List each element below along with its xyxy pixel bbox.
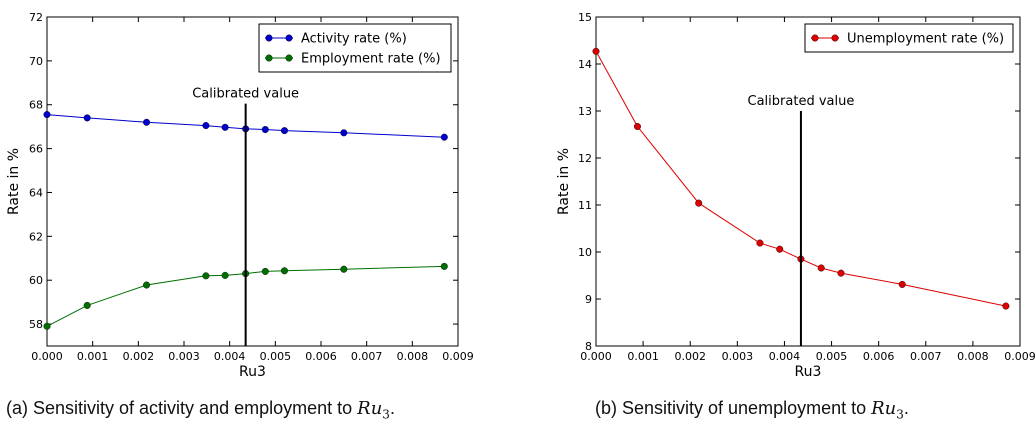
- b-xtick-label: 0.008: [957, 350, 989, 363]
- a-legend-marker-0: [285, 34, 293, 42]
- b-legend-marker-0: [831, 34, 839, 42]
- a-xtick-label: 0.005: [260, 350, 292, 363]
- a-series-1-point: [83, 301, 91, 309]
- b-legend-label-0: Unemployment rate (%): [847, 32, 1004, 47]
- panel-b-chart: 0.000 0.001 0.002 0.003 0.004 0.005 0.006 0.007…: [556, 11, 1036, 380]
- b-ytick-label: 14: [578, 58, 592, 71]
- b-plot-frame: [595, 16, 1021, 347]
- a-xtick-label: 0.000: [31, 350, 63, 363]
- figure: 0.000 0.001 0.002 0.003 0.004 0.005 0.006 0.007…: [6, 11, 1036, 380]
- a-ytick-label: 58: [29, 318, 43, 331]
- a-series-1-point: [143, 281, 151, 289]
- b-xtick-label: 0.004: [769, 350, 801, 363]
- a-ytick-label: 60: [29, 274, 43, 287]
- b-ytick-label: 9: [585, 293, 592, 306]
- caption-a-text: (a) Sensitivity of activity and employme…: [6, 398, 358, 418]
- b-xtick-label: 0.002: [674, 350, 706, 363]
- a-series-0-point: [202, 122, 210, 130]
- b-legend-marker-0: [811, 34, 819, 42]
- b-calibrated-label: Calibrated value: [748, 94, 855, 109]
- a-xtick-label: 0.008: [397, 350, 429, 363]
- a-series-1-point: [280, 267, 288, 275]
- a-series-1-line: [46, 265, 445, 327]
- b-ytick-label: 13: [578, 105, 592, 118]
- a-series-0-point: [143, 118, 151, 126]
- a-series-0-point: [261, 126, 269, 134]
- a-ytick-label: 64: [29, 186, 43, 199]
- a-legend-label-0: Activity rate (%): [301, 32, 407, 47]
- a-xtick-label: 0.006: [305, 350, 337, 363]
- a-series-1-point: [440, 262, 448, 270]
- a-xtick-label: 0.001: [77, 350, 109, 363]
- a-ytick-label: 70: [29, 55, 43, 68]
- a-series-0-point: [83, 114, 91, 122]
- a-ytick-label: 68: [29, 99, 43, 112]
- b-series-0-point: [756, 239, 764, 247]
- a-series-1-point: [340, 265, 348, 273]
- b-ytick-label: 8: [585, 340, 592, 353]
- a-series-0-point: [280, 127, 288, 135]
- b-xtick-label: 0.009: [1004, 350, 1036, 363]
- b-series-0-point: [1002, 302, 1010, 310]
- b-series-0-point: [898, 280, 906, 288]
- a-xtick-label: 0.004: [214, 350, 246, 363]
- b-xtick-label: 0.007: [910, 350, 942, 363]
- b-xtick-label: 0.000: [580, 350, 612, 363]
- a-ytick-label: 66: [29, 143, 43, 156]
- a-legend-box: [258, 23, 452, 73]
- panel-a-chart: 0.000 0.001 0.002 0.003 0.004 0.005 0.006 0.007…: [6, 11, 474, 380]
- a-ytick-label: 62: [29, 230, 43, 243]
- caption-b-math: Ru3: [871, 398, 904, 422]
- caption-b-text: (b) Sensitivity of unemployment to: [595, 398, 872, 418]
- b-ytick-label: 12: [578, 152, 592, 165]
- a-legend-marker-0: [265, 34, 273, 42]
- a-series-0-point: [221, 123, 229, 131]
- a-series-1-point: [43, 322, 51, 330]
- b-x-axis-label: Ru3: [795, 364, 822, 380]
- b-xtick-label: 0.001: [627, 350, 659, 363]
- a-series-0-point: [440, 133, 448, 141]
- b-legend-box: [804, 23, 1014, 53]
- a-series-0-line: [46, 114, 445, 138]
- b-series-0-line: [595, 51, 1007, 307]
- caption-a-math: Ru3: [357, 398, 390, 422]
- b-series-0-point: [776, 245, 784, 253]
- b-xtick-label: 0.006: [863, 350, 895, 363]
- b-series-0-point: [695, 199, 703, 207]
- b-series-0-point: [817, 264, 825, 272]
- a-xtick-label: 0.007: [351, 350, 383, 363]
- a-xtick-label: 0.003: [168, 350, 200, 363]
- b-xtick-label: 0.003: [722, 350, 754, 363]
- a-series-0-point: [43, 111, 51, 119]
- b-xtick-label: 0.005: [816, 350, 848, 363]
- b-ytick-label: 11: [578, 199, 592, 212]
- a-series-1-point: [202, 272, 210, 280]
- a-plot-frame: [46, 16, 459, 347]
- a-xtick-label: 0.009: [442, 350, 474, 363]
- a-legend-label-1: Employment rate (%): [301, 52, 441, 67]
- a-legend-marker-1: [265, 54, 273, 62]
- a-legend-marker-1: [285, 54, 293, 62]
- a-series-1-point: [261, 267, 269, 275]
- caption-a: (a) Sensitivity of activity and employme…: [6, 398, 395, 422]
- caption-b: (b) Sensitivity of unemployment to Ru3.: [595, 398, 909, 422]
- b-ytick-label: 15: [578, 11, 592, 24]
- b-series-0-point: [837, 269, 845, 277]
- b-series-0-point: [592, 47, 600, 55]
- a-xtick-label: 0.002: [123, 350, 155, 363]
- a-ytick-label: 72: [29, 11, 43, 24]
- a-x-axis-label: Ru3: [239, 364, 266, 380]
- b-y-axis-label: Rate in %: [556, 148, 572, 215]
- a-series-1-point: [221, 271, 229, 279]
- a-y-axis-label: Rate in %: [6, 148, 22, 215]
- b-ytick-label: 10: [578, 246, 592, 259]
- a-calibrated-label: Calibrated value: [192, 87, 299, 102]
- b-series-0-point: [633, 123, 641, 131]
- a-series-0-point: [340, 129, 348, 137]
